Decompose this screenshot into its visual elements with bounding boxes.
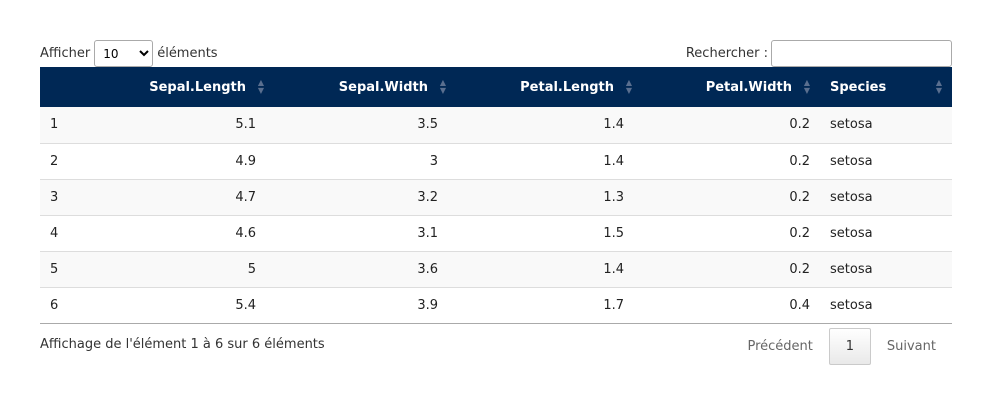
- page-button-1[interactable]: 1: [828, 327, 871, 365]
- table-controls: Afficher 10 éléments Rechercher :: [40, 40, 952, 67]
- cell-petal-length: 1.5: [456, 214, 642, 251]
- sort-icon: ▲ ▼: [257, 78, 265, 95]
- cell-petal-length: 1.3: [456, 178, 642, 215]
- cell-index: 4: [40, 214, 130, 251]
- cell-index: 1: [40, 107, 130, 143]
- cell-species: setosa: [820, 178, 952, 215]
- length-control: Afficher 10 éléments: [40, 40, 218, 67]
- search-label: Rechercher :: [685, 46, 768, 61]
- sort-icon: ▲ ▼: [935, 78, 943, 95]
- cell-petal-length: 1.4: [456, 107, 642, 143]
- table-row[interactable]: 6 5.4 3.9 1.7 0.4 setosa: [40, 286, 952, 324]
- cell-index: 5: [40, 250, 130, 287]
- length-prefix-label: Afficher: [40, 46, 91, 61]
- column-header-label: Sepal.Width: [338, 79, 428, 95]
- cell-sepal-length: 4.6: [130, 214, 274, 251]
- cell-species: setosa: [820, 286, 952, 324]
- cell-sepal-width: 3.9: [274, 286, 456, 324]
- table-row[interactable]: 5 5 3.6 1.4 0.2 setosa: [40, 250, 952, 287]
- column-header-label: Species: [830, 79, 887, 95]
- cell-sepal-length: 5.1: [130, 107, 274, 143]
- page-length-select[interactable]: 10: [94, 40, 154, 67]
- column-header-petal-width[interactable]: Petal.Width ▲ ▼: [642, 67, 820, 107]
- cell-species: setosa: [820, 107, 952, 143]
- header-row: Sepal.Length ▲ ▼ Sepal.Width ▲ ▼ Petal.Len…: [40, 67, 952, 107]
- column-header-sepal-length[interactable]: Sepal.Length ▲ ▼: [130, 67, 274, 107]
- cell-petal-width: 0.2: [642, 178, 820, 215]
- cell-sepal-length: 4.7: [130, 178, 274, 215]
- table-row[interactable]: 4 4.6 3.1 1.5 0.2 setosa: [40, 214, 952, 251]
- cell-sepal-length: 4.9: [130, 142, 274, 179]
- sort-icon: ▲ ▼: [803, 78, 811, 95]
- sort-icon: ▲ ▼: [625, 78, 633, 95]
- table-footer: Affichage de l'élément 1 à 6 sur 6 éléme…: [40, 326, 952, 366]
- pagination: Précédent 1 Suivant: [731, 326, 952, 366]
- cell-sepal-width: 3.2: [274, 178, 456, 215]
- column-header-species[interactable]: Species ▲ ▼: [820, 67, 952, 107]
- cell-petal-width: 0.2: [642, 214, 820, 251]
- next-page-button[interactable]: Suivant: [886, 338, 936, 354]
- table-row[interactable]: 2 4.9 3 1.4 0.2 setosa: [40, 142, 952, 179]
- column-header-label: Sepal.Length: [149, 79, 246, 95]
- table-info: Affichage de l'élément 1 à 6 sur 6 éléme…: [40, 337, 325, 352]
- cell-petal-length: 1.4: [456, 142, 642, 179]
- cell-petal-width: 0.2: [642, 107, 820, 143]
- cell-petal-length: 1.7: [456, 286, 642, 324]
- datatable-wrapper: Afficher 10 éléments Rechercher : Sepal.…: [40, 40, 952, 365]
- cell-species: setosa: [820, 250, 952, 287]
- column-header-index[interactable]: [40, 67, 130, 107]
- column-header-label: Petal.Width: [705, 79, 792, 95]
- cell-species: setosa: [820, 214, 952, 251]
- search-input[interactable]: [771, 40, 952, 67]
- cell-sepal-length: 5: [130, 250, 274, 287]
- table-row[interactable]: 3 4.7 3.2 1.3 0.2 setosa: [40, 178, 952, 215]
- cell-petal-length: 1.4: [456, 250, 642, 287]
- cell-sepal-width: 3.5: [274, 107, 456, 143]
- column-header-label: Petal.Length: [520, 79, 614, 95]
- cell-index: 6: [40, 286, 130, 324]
- sort-icon: ▲ ▼: [439, 78, 447, 95]
- length-suffix-label: éléments: [157, 46, 218, 61]
- cell-petal-width: 0.2: [642, 250, 820, 287]
- cell-petal-width: 0.2: [642, 142, 820, 179]
- cell-petal-width: 0.4: [642, 286, 820, 324]
- cell-sepal-width: 3.6: [274, 250, 456, 287]
- cell-species: setosa: [820, 142, 952, 179]
- column-header-sepal-width[interactable]: Sepal.Width ▲ ▼: [274, 67, 456, 107]
- column-header-petal-length[interactable]: Petal.Length ▲ ▼: [456, 67, 642, 107]
- cell-sepal-width: 3.1: [274, 214, 456, 251]
- table-row[interactable]: 1 5.1 3.5 1.4 0.2 setosa: [40, 107, 952, 143]
- search-control: Rechercher :: [686, 40, 952, 67]
- data-table: Sepal.Length ▲ ▼ Sepal.Width ▲ ▼ Petal.Len…: [40, 67, 952, 324]
- cell-sepal-length: 5.4: [130, 286, 274, 324]
- previous-page-button[interactable]: Précédent: [747, 338, 813, 354]
- cell-index: 3: [40, 178, 130, 215]
- cell-index: 2: [40, 142, 130, 179]
- cell-sepal-width: 3: [274, 142, 456, 179]
